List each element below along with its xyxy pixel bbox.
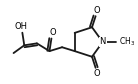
Text: O: O: [49, 28, 56, 37]
Text: N: N: [99, 37, 106, 47]
Text: O: O: [93, 6, 100, 15]
Text: OH: OH: [15, 22, 28, 31]
Text: O: O: [93, 69, 100, 78]
Text: CH$_3$: CH$_3$: [119, 36, 135, 48]
